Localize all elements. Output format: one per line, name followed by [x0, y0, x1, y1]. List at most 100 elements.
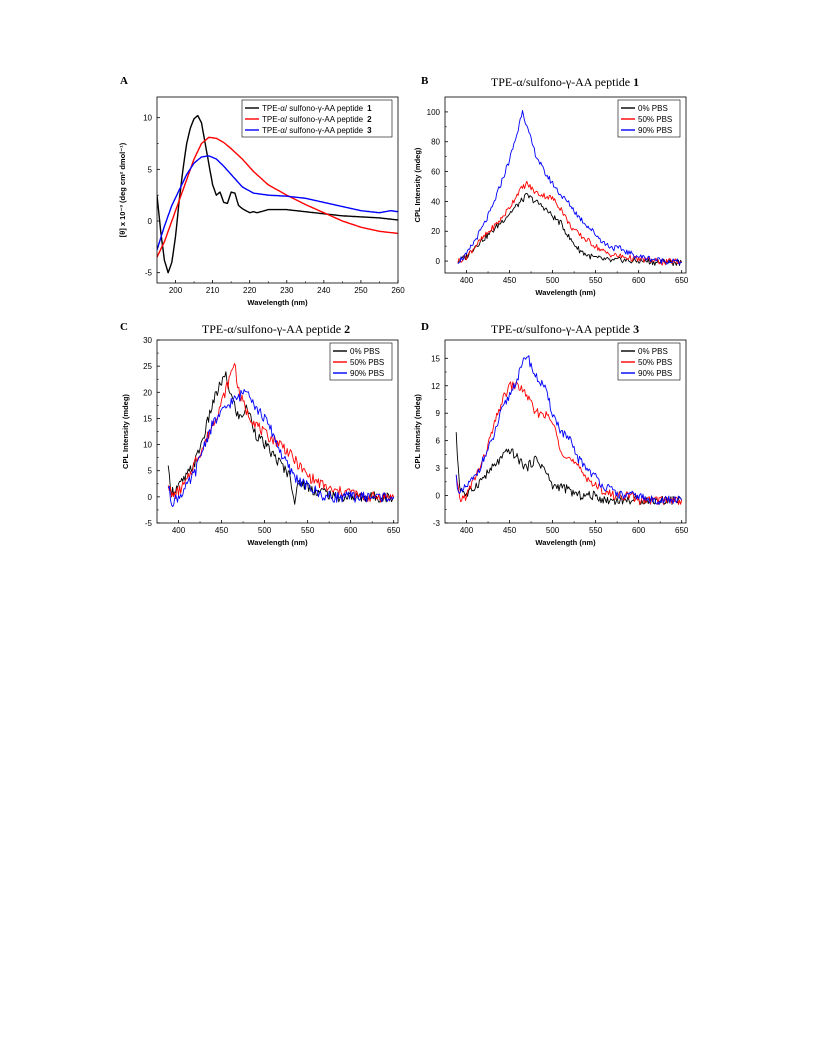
- x-tick-label: 650: [675, 276, 689, 285]
- legend-entry-name: 50% PBS: [350, 358, 384, 367]
- y-tick-label: 0: [436, 257, 441, 266]
- y-axis-label: [θ] x 10⁻³ (deg cm² dmol⁻¹): [118, 142, 127, 237]
- x-axis-label: Wavelength (nm): [535, 288, 596, 297]
- x-tick-label: 550: [589, 276, 603, 285]
- legend-entry: TPE-α/ sulfono-γ-AA peptide 2: [262, 115, 372, 124]
- x-tick-label: 400: [460, 276, 474, 285]
- x-tick-label: 550: [301, 526, 315, 535]
- y-tick-label: 12: [431, 382, 440, 391]
- legend: 0% PBS 50% PBS 90% PBS: [329, 342, 393, 381]
- series-line-90pbs: [455, 355, 683, 506]
- y-tick-label: 9: [436, 409, 441, 418]
- legend-entry: 90% PBS: [638, 126, 672, 135]
- x-axis-label: Wavelength (nm): [247, 298, 308, 307]
- series-line-0pbs: [167, 371, 395, 505]
- chart-title-text: TPE-α/sulfono-γ-AA peptide: [491, 75, 633, 89]
- legend-entry: TPE-α/ sulfono-γ-AA peptide 1: [262, 104, 372, 113]
- x-tick-label: 230: [280, 286, 294, 295]
- y-tick-label: 15: [431, 354, 440, 363]
- y-axis-label: CPL Intensity (mdeg): [121, 394, 130, 469]
- series-group: [157, 114, 398, 274]
- x-tick-label: 500: [258, 526, 272, 535]
- legend-entry-number: 3: [367, 126, 372, 135]
- x-tick-label: 500: [546, 526, 560, 535]
- panel-letter: C: [120, 321, 128, 333]
- legend-entry-name: 0% PBS: [638, 347, 668, 356]
- y-tick-label: 80: [431, 138, 440, 147]
- legend-entry: 50% PBS: [350, 358, 384, 367]
- series-line-50pbs: [167, 363, 395, 503]
- panel-letter: A: [120, 75, 128, 87]
- y-tick-label: 15: [143, 414, 152, 423]
- legend-entry: TPE-α/ sulfono-γ-AA peptide 3: [262, 126, 372, 135]
- legend-entry: 90% PBS: [350, 369, 384, 378]
- legend-entry: 0% PBS: [638, 104, 668, 113]
- x-tick-label: 220: [243, 286, 257, 295]
- chart-panel-a: A 200 210 220 230 240 250 260 -5 0 5 10 Wavelength (…: [118, 75, 405, 307]
- legend-entry-name: TPE-α/ sulfono-γ-AA peptide: [262, 126, 364, 135]
- y-tick-label: 100: [427, 108, 441, 117]
- y-tick-label: 25: [143, 362, 152, 371]
- legend-entry-name: 0% PBS: [638, 104, 668, 113]
- x-tick-label: 240: [317, 286, 331, 295]
- y-tick-label: -5: [145, 269, 153, 278]
- x-axis-label: Wavelength (nm): [247, 538, 308, 547]
- y-tick-label: 0: [148, 493, 153, 502]
- series-line-2: [157, 136, 398, 258]
- x-tick-label: 550: [589, 526, 603, 535]
- series-line-90pbs: [167, 389, 395, 508]
- legend-entry-number: 1: [367, 104, 372, 113]
- chart-title: TPE-α/sulfono-γ-AA peptide 1: [491, 75, 639, 89]
- legend-entry-name: 90% PBS: [638, 369, 672, 378]
- chart-title-number: 1: [633, 75, 639, 89]
- x-tick-label: 600: [632, 276, 646, 285]
- y-tick-label: 10: [143, 114, 152, 123]
- panel-letter: D: [421, 321, 429, 333]
- x-tick-label: 250: [354, 286, 368, 295]
- x-tick-label: 400: [172, 526, 186, 535]
- chart-title: TPE-α/sulfono-γ-AA peptide 3: [491, 322, 639, 336]
- x-tick-label: 500: [546, 276, 560, 285]
- y-tick-label: 5: [148, 467, 153, 476]
- legend-entry-number: 2: [367, 115, 372, 124]
- legend-entry: 50% PBS: [638, 115, 672, 124]
- chart-title-number: 3: [633, 322, 639, 336]
- legend-entry: 90% PBS: [638, 369, 672, 378]
- legend-entry: 0% PBS: [350, 347, 380, 356]
- x-axis-label: Wavelength (nm): [535, 538, 596, 547]
- y-tick-label: 0: [148, 217, 153, 226]
- y-tick-label: 6: [436, 437, 441, 446]
- plot-frame: [156, 96, 399, 284]
- x-tick-label: 450: [215, 526, 229, 535]
- y-tick-label: 3: [436, 464, 441, 473]
- x-tick-label: 600: [632, 526, 646, 535]
- legend-entry-name: 90% PBS: [638, 126, 672, 135]
- series-line-50pbs: [457, 180, 683, 266]
- legend-entry: 50% PBS: [638, 358, 672, 367]
- legend: 0% PBS 50% PBS 90% PBS: [617, 342, 681, 381]
- x-tick-label: 450: [503, 526, 517, 535]
- y-tick-label: 40: [431, 197, 440, 206]
- y-tick-label: 20: [431, 227, 440, 236]
- x-tick-label: 210: [206, 286, 220, 295]
- series-group: [455, 355, 683, 506]
- x-tick-label: 260: [391, 286, 405, 295]
- panel-letter: B: [421, 75, 429, 87]
- x-tick-label: 450: [503, 276, 517, 285]
- series-line-1: [157, 114, 398, 274]
- legend-entry-name: TPE-α/ sulfono-γ-AA peptide: [262, 104, 364, 113]
- y-tick-label: 10: [143, 441, 152, 450]
- y-axis-label: CPL Intensity (mdeg): [413, 147, 422, 222]
- chart-title-text: TPE-α/sulfono-γ-AA peptide: [202, 322, 344, 336]
- chart-title: TPE-α/sulfono-γ-AA peptide 2: [202, 322, 350, 336]
- series-line-0pbs: [455, 432, 683, 505]
- series-line-50pbs: [455, 381, 683, 506]
- y-tick-label: 0: [436, 492, 441, 501]
- legend-entry-name: 90% PBS: [350, 369, 384, 378]
- legend-entry-name: TPE-α/ sulfono-γ-AA peptide: [262, 115, 364, 124]
- y-tick-label: 60: [431, 168, 440, 177]
- series-line-90pbs: [457, 110, 682, 265]
